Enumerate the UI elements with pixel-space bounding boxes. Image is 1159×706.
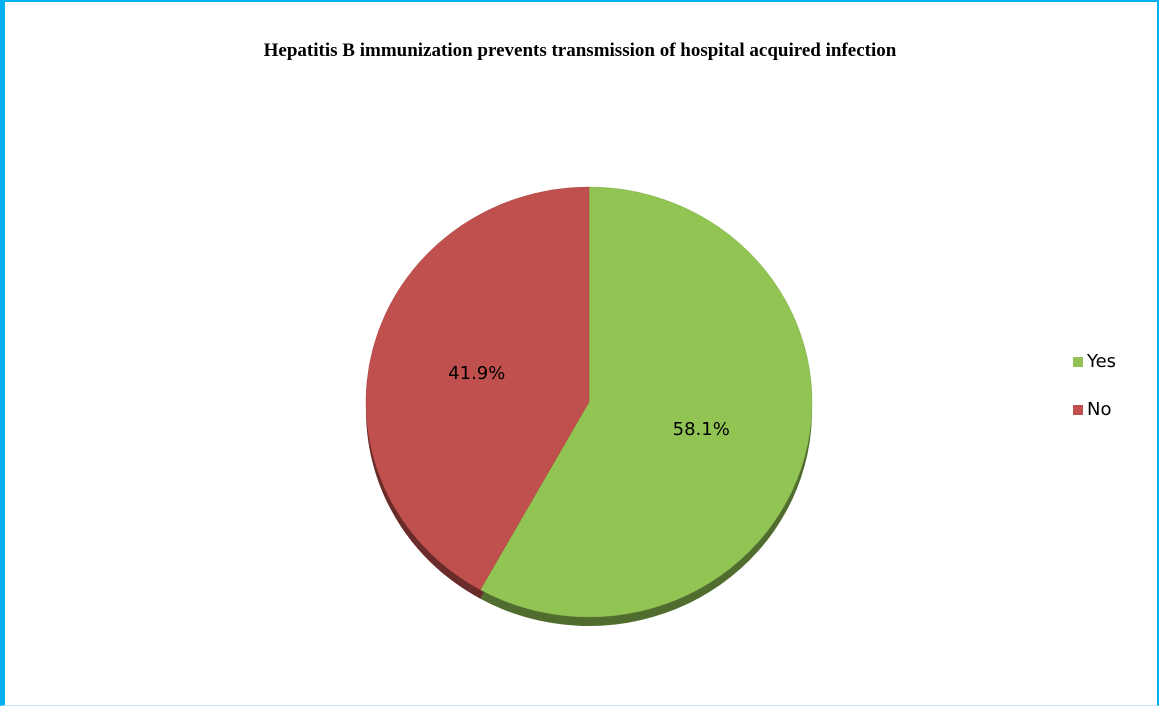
chart-title: Hepatitis B immunization prevents transm… xyxy=(264,40,897,61)
legend-swatch xyxy=(1073,357,1083,367)
slice xyxy=(479,186,813,618)
data-label: 58.1% xyxy=(673,419,730,440)
legend-swatch xyxy=(1073,405,1083,415)
data-label: 41.9% xyxy=(448,363,505,384)
legend-label: No xyxy=(1087,399,1111,420)
legend-label: Yes xyxy=(1086,351,1116,372)
slice xyxy=(365,186,590,591)
